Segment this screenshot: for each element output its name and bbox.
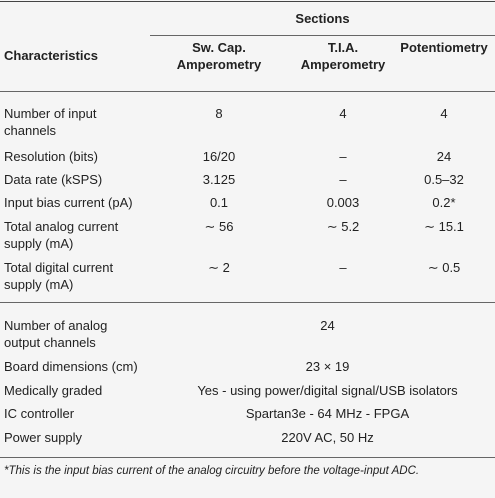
column-header: T.I.A. Amperometry: [300, 40, 386, 72]
cell-value: 3.125: [202, 172, 236, 187]
row-label: Total analog current supply (mA): [4, 219, 119, 251]
cell-value: ∼ 5.2: [326, 219, 360, 234]
cell-value: ∼ 15.1: [424, 219, 464, 234]
group-rule: [150, 35, 495, 36]
column-header: Potentiometry: [400, 40, 488, 55]
cell-value: 0.003: [326, 195, 360, 210]
column-header: Characteristics: [4, 48, 98, 63]
cell-value: 0.2*: [432, 195, 456, 210]
cell-value: 8: [215, 106, 223, 121]
cell-value: ∼ 2: [208, 260, 230, 275]
row-label: Total digital current supply (mA): [4, 260, 114, 292]
cell-value: ∼ 0.5: [427, 260, 461, 275]
row-label: Resolution (bits): [4, 149, 98, 164]
row-label: IC controller: [4, 406, 75, 421]
cell-value: ∼ 56: [204, 219, 234, 234]
section-rule: [0, 302, 495, 303]
header-rule: [0, 91, 495, 92]
cell-value: –: [339, 149, 347, 164]
bottom-rule: [0, 457, 495, 458]
row-label: Number of analog output channels: [4, 318, 108, 350]
cell-value: –: [339, 260, 347, 275]
row-label: Power supply: [4, 430, 83, 445]
row-label: Input bias current (pA): [4, 195, 133, 210]
footnote: *This is the input bias current of the a…: [4, 465, 420, 477]
cell-value: 4: [440, 106, 448, 121]
cell-value: 0.1: [209, 195, 229, 210]
cell-value: –: [339, 172, 347, 187]
cell-value: 0.5–32: [424, 172, 464, 187]
shared-value: Spartan3e - 64 MHz - FPGA: [245, 406, 410, 421]
cell-value: 24: [436, 149, 452, 164]
column-header: Sw. Cap. Amperometry: [176, 40, 262, 72]
row-label: Number of input channels: [4, 106, 97, 138]
group-header: Sections: [295, 11, 350, 26]
row-label: Data rate (kSPS): [4, 172, 103, 187]
shared-value: 220V AC, 50 Hz: [281, 430, 374, 445]
cell-value: 16/20: [202, 149, 236, 164]
shared-value: 23 × 19: [305, 359, 350, 374]
row-label: Medically graded: [4, 383, 103, 398]
cell-value: 4: [339, 106, 347, 121]
top-rule: [0, 1, 495, 2]
shared-value: 24: [320, 318, 335, 333]
row-label: Board dimensions (cm): [4, 359, 138, 374]
shared-value: Yes - using power/digital signal/USB iso…: [197, 383, 458, 398]
